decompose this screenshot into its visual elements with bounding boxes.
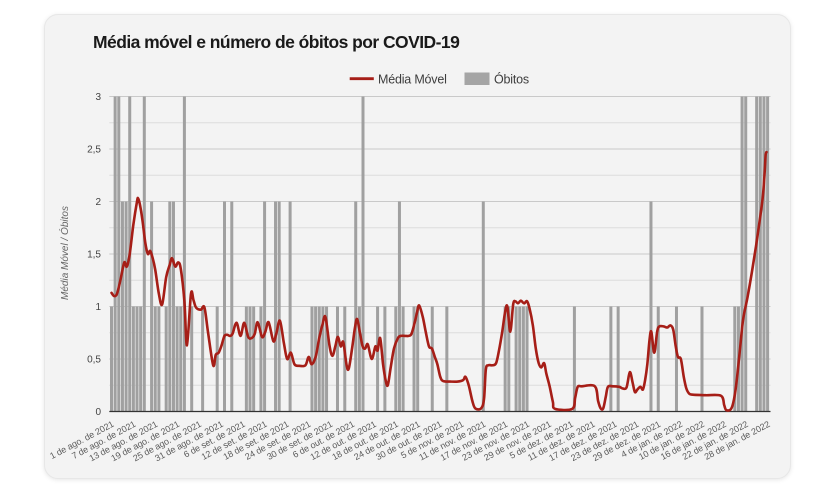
svg-text:0,5: 0,5 <box>87 355 101 366</box>
svg-text:Óbitos: Óbitos <box>494 72 529 87</box>
svg-text:1,5: 1,5 <box>87 250 101 261</box>
svg-text:Média Móvel / Óbitos: Média Móvel / Óbitos <box>58 206 71 300</box>
svg-text:2,5: 2,5 <box>87 145 101 156</box>
svg-text:1: 1 <box>95 302 101 313</box>
svg-text:2: 2 <box>95 197 101 208</box>
svg-text:Média Móvel: Média Móvel <box>378 73 447 87</box>
svg-text:3: 3 <box>95 92 101 103</box>
svg-text:0: 0 <box>95 407 101 418</box>
